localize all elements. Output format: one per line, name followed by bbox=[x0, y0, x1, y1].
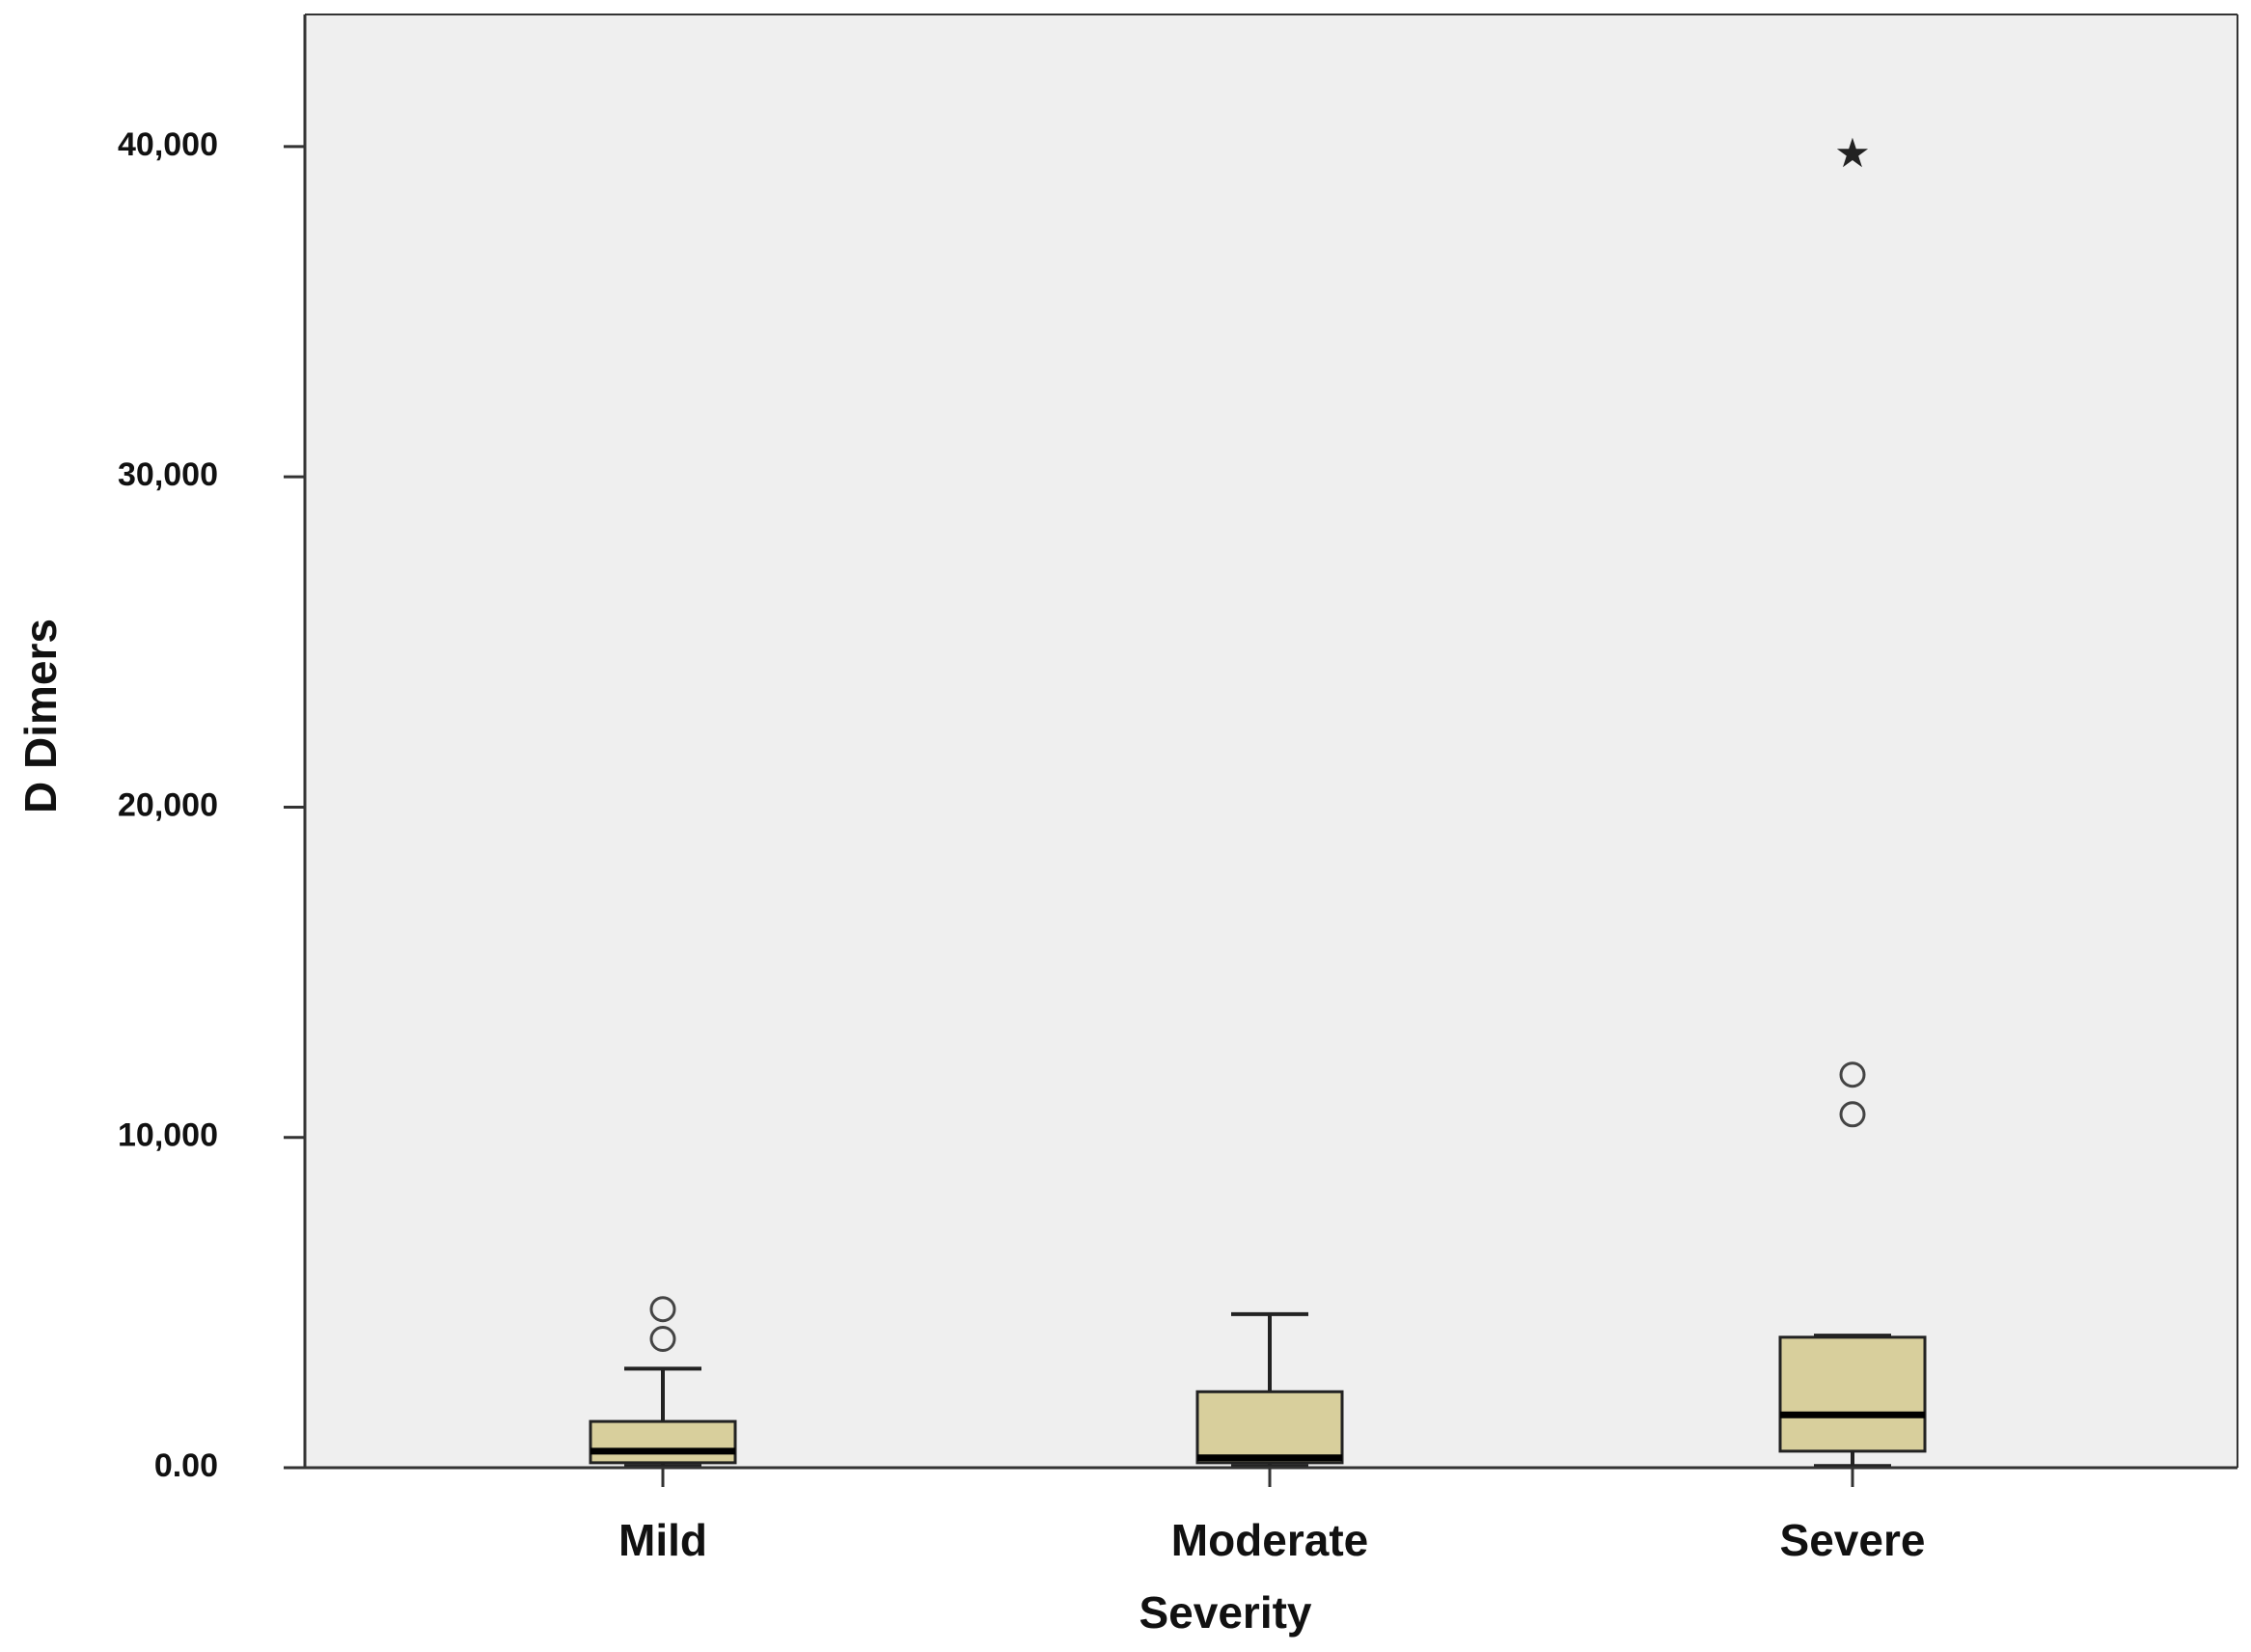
outlier-circle bbox=[649, 1296, 676, 1323]
y-tick-label: 10,000 bbox=[118, 1117, 218, 1154]
plot-area bbox=[305, 14, 2237, 1468]
x-category-label: Moderate bbox=[1171, 1515, 1368, 1565]
box-moderate bbox=[1195, 1311, 1344, 1469]
x-axis-title: Severity bbox=[1139, 1587, 1311, 1638]
y-tick-label: 30,000 bbox=[118, 456, 218, 493]
iqr-box bbox=[1778, 1335, 1927, 1453]
outlier-circle bbox=[1839, 1101, 1866, 1128]
y-axis-title: D Dimers bbox=[15, 619, 66, 813]
box-mild bbox=[589, 1296, 737, 1469]
box-severe: ★ bbox=[1778, 129, 1927, 1469]
y-tick-label: 40,000 bbox=[118, 126, 218, 163]
x-category-label: Mild bbox=[618, 1515, 707, 1565]
iqr-box bbox=[1195, 1390, 1344, 1465]
x-category-label: Severe bbox=[1780, 1515, 1926, 1565]
y-tick-label: 20,000 bbox=[118, 786, 218, 823]
y-tick-label: 0.00 bbox=[154, 1447, 218, 1484]
extreme-outlier-star: ★ bbox=[1834, 129, 1871, 177]
iqr-box bbox=[589, 1419, 737, 1465]
outlier-circle bbox=[1839, 1061, 1866, 1088]
outlier-circle bbox=[649, 1326, 676, 1353]
